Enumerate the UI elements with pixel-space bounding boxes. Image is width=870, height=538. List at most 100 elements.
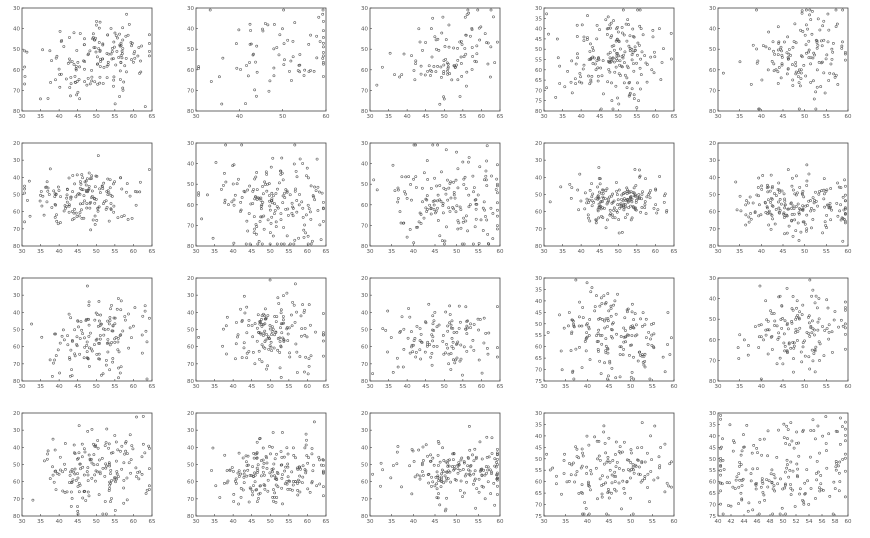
scatter-point [489, 8, 493, 12]
scatter-point [658, 27, 661, 30]
scatter-point [588, 198, 591, 202]
scatter-point [44, 185, 48, 189]
scatter-point [841, 239, 845, 243]
scatter-point [282, 226, 285, 229]
scatter-point [609, 26, 612, 30]
plot-frame [543, 412, 675, 517]
y-tick-label: 30 [361, 293, 368, 299]
scatter-point [496, 201, 499, 205]
y-tick-label: 50 [709, 317, 716, 323]
scatter-point [439, 65, 443, 69]
scatter-point [271, 467, 275, 471]
scatter-point [260, 324, 264, 328]
scatter-point [214, 484, 218, 488]
scatter-point [432, 463, 436, 467]
scatter-point [795, 315, 798, 319]
scatter-point [618, 345, 622, 349]
x-tick-label: 40 [56, 114, 63, 120]
scatter-point [782, 216, 786, 219]
scatter-point [811, 359, 815, 363]
scatter-point [762, 437, 766, 441]
scatter-point [769, 309, 772, 313]
scatter-point [87, 364, 91, 368]
scatter-point [442, 72, 445, 75]
scatter-point [110, 479, 114, 482]
scatter-point [844, 206, 847, 210]
scatter-point [785, 424, 789, 428]
scatter-point [599, 372, 603, 375]
scatter-point [86, 190, 90, 194]
scatter-point [68, 357, 72, 361]
scatter-point [798, 208, 802, 212]
scatter-point [136, 471, 139, 474]
scatter-point [789, 486, 793, 490]
scatter-point [613, 480, 617, 483]
x-tick-label: 30 [367, 519, 374, 525]
scatter-point [43, 459, 46, 463]
scatter-point [614, 84, 618, 88]
scatter-point [255, 339, 259, 343]
scatter-point [256, 242, 260, 246]
scatter-point [578, 72, 582, 75]
scatter-point [249, 487, 253, 491]
scatter-point [486, 41, 490, 45]
scatter-point [640, 461, 644, 465]
scatter-point [268, 278, 272, 282]
scatter-panel-12: 30 35 40 45 50 55 60 65 20 30 40 50 60 70 80 [174, 270, 346, 403]
scatter-point [236, 335, 239, 339]
scatter-point [844, 199, 847, 203]
scatter-point [807, 199, 811, 203]
scatter-point [608, 361, 612, 365]
scatter-point [784, 482, 787, 486]
scatter-point [90, 79, 94, 83]
scatter-point [466, 229, 469, 233]
scatter-point [790, 184, 794, 188]
y-tick-label: 80 [361, 109, 368, 115]
scatter-point [77, 451, 81, 455]
scatter-point [440, 239, 444, 243]
scatter-point [435, 482, 439, 486]
scatter-point [130, 44, 133, 48]
scatter-point [410, 345, 413, 349]
scatter-point [838, 209, 842, 213]
scatter-point [104, 462, 107, 466]
scatter-point [251, 465, 254, 468]
scatter-point [106, 338, 110, 341]
scatter-point [644, 177, 647, 180]
scatter-point [237, 177, 240, 181]
scatter-point [426, 178, 429, 181]
scatter-point [796, 329, 800, 333]
scatter-point [784, 470, 787, 474]
scatter-point [625, 186, 629, 190]
scatter-point [255, 500, 259, 503]
scatter-point [804, 8, 808, 12]
x-tick-label: 30 [19, 249, 26, 255]
scatter-point [719, 473, 722, 477]
x-tick-label: 60 [845, 114, 852, 120]
scatter-point [108, 464, 112, 468]
scatter-point [274, 192, 278, 195]
scatter-point [240, 143, 244, 147]
scatter-point [630, 216, 634, 220]
scatter-point [634, 193, 637, 197]
scatter-point [257, 196, 260, 200]
scatter-point [788, 443, 791, 447]
scatter-point [792, 40, 796, 43]
scatter-point [628, 34, 632, 38]
scatter-point [132, 52, 136, 56]
scatter-point [62, 45, 66, 48]
scatter-point [282, 8, 285, 12]
scatter-point [71, 478, 75, 482]
scatter-point [444, 460, 448, 464]
scatter-point [96, 209, 100, 213]
scatter-point [738, 460, 741, 464]
scatter-point [118, 371, 122, 375]
scatter-point [242, 476, 246, 479]
scatter-point [570, 463, 574, 467]
scatter-point [442, 186, 446, 190]
scatter-point [433, 35, 437, 39]
scatter-point [447, 23, 451, 27]
scatter-point [719, 413, 722, 417]
scatter-point [622, 487, 626, 490]
scatter-point [103, 500, 107, 503]
